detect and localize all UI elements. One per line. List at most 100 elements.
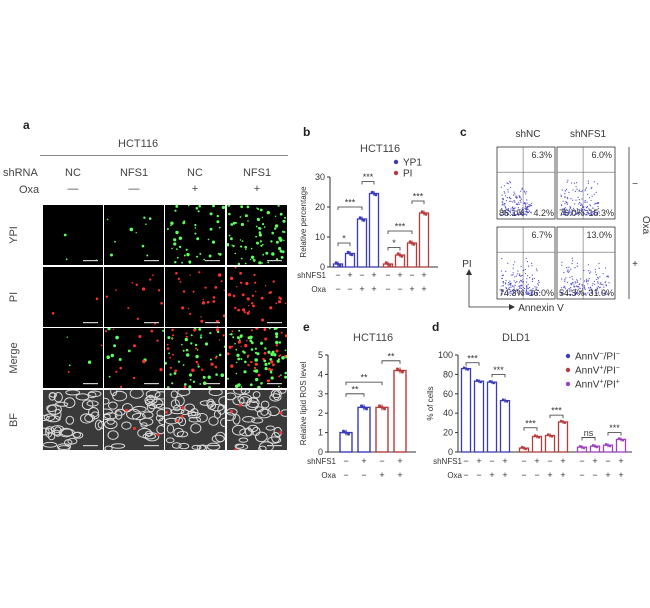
bf-cell (165, 437, 175, 444)
red-dot (192, 290, 195, 293)
flow-event (526, 278, 528, 280)
sign-row2: + (409, 284, 414, 294)
data-point (338, 264, 342, 267)
sign-row-label: Oxa (447, 471, 462, 480)
flow-event (594, 203, 596, 205)
flow-event (500, 213, 502, 216)
flow-event (579, 283, 581, 285)
significance-label: *** (525, 418, 536, 428)
sign-row1: − (579, 456, 584, 466)
green-dot (185, 248, 188, 251)
flow-event (508, 210, 510, 212)
column-shrna-label: NC (65, 167, 81, 179)
red-dot (270, 360, 274, 364)
flow-event (526, 285, 528, 287)
flow-event (579, 201, 581, 204)
data-point (488, 379, 492, 383)
y-tick-label: 0 (320, 262, 325, 272)
bar (544, 434, 556, 453)
flow-event (577, 196, 579, 198)
flow-event (564, 193, 566, 195)
bf-cell (146, 401, 156, 413)
red-dot (263, 351, 267, 355)
flow-event (505, 207, 507, 209)
green-dot (283, 239, 285, 242)
flow-event (513, 207, 515, 209)
flow-event (507, 288, 509, 290)
micrograph-pi (165, 267, 225, 327)
flow-plot-frame (556, 146, 616, 220)
flow-event (587, 264, 589, 266)
flow-event (564, 196, 566, 198)
green-dot (198, 205, 201, 208)
green-dot (259, 240, 262, 243)
flow-event (528, 265, 530, 267)
flow-event (525, 206, 527, 208)
green-dot (239, 239, 242, 241)
bf-cell (184, 403, 196, 412)
bf-cell (104, 445, 113, 450)
flow-event (525, 291, 527, 293)
flow-event (509, 180, 511, 182)
panel-d-title: DLD1 (502, 332, 531, 344)
data-point (400, 255, 404, 258)
flow-event (591, 292, 594, 294)
flow-event (583, 293, 586, 295)
green-dot (182, 221, 186, 225)
green-dot (183, 254, 186, 257)
flow-event (525, 213, 527, 215)
flow-event (581, 204, 583, 206)
green-dot (168, 352, 170, 355)
sign-row1: + (618, 456, 623, 466)
bf-cell (84, 413, 95, 423)
micrograph-bf (227, 390, 287, 450)
flow-c: shNC shNFS1 6.3% 86.1% 4.2% 6.0% 76.0% 15.3% 6.7… (462, 129, 650, 314)
flow-event (526, 261, 528, 263)
flow-event (564, 190, 567, 192)
green-dot (218, 353, 222, 357)
flow-y-label: PI (462, 259, 471, 270)
flow-event (501, 258, 503, 260)
flow-event (518, 294, 520, 296)
bf-cell (158, 417, 164, 426)
red-dot (237, 308, 240, 312)
flow-event (537, 289, 539, 291)
flow-event (532, 291, 534, 293)
data-point (350, 253, 354, 257)
flow-event (528, 205, 530, 207)
green-dot (279, 249, 283, 253)
flow-event (570, 198, 572, 200)
red-dot (280, 331, 283, 334)
data-point (374, 193, 378, 197)
data-point (477, 379, 481, 383)
flow-event (516, 203, 518, 205)
column-shrna-label: NFS1 (119, 167, 149, 179)
flow-event (534, 286, 536, 288)
green-dot (275, 240, 279, 244)
flow-event (507, 191, 509, 193)
flow-event (575, 292, 577, 295)
red-dot (195, 347, 197, 350)
red-dot (279, 297, 282, 300)
flow-event (567, 213, 569, 215)
micrograph-merge (227, 328, 287, 388)
sign-row-label: shNFS1 (307, 457, 336, 466)
green-dot (260, 341, 263, 345)
flow-event (517, 207, 519, 209)
flow-event (572, 281, 574, 284)
micrograph-bf (43, 390, 103, 450)
green-dot (239, 335, 243, 338)
green-dot (280, 374, 282, 376)
sign-row1: − (489, 456, 494, 466)
flow-event (521, 210, 523, 212)
flow-event (597, 208, 600, 210)
flow-event (532, 289, 534, 292)
flow-event (596, 289, 598, 291)
sign-row1: + (534, 456, 539, 466)
green-dot (257, 208, 260, 210)
red-dot (284, 334, 287, 338)
scale-bar (205, 260, 220, 262)
bf-red-dot (125, 408, 128, 412)
data-point (398, 253, 402, 257)
green-dot (239, 216, 242, 218)
